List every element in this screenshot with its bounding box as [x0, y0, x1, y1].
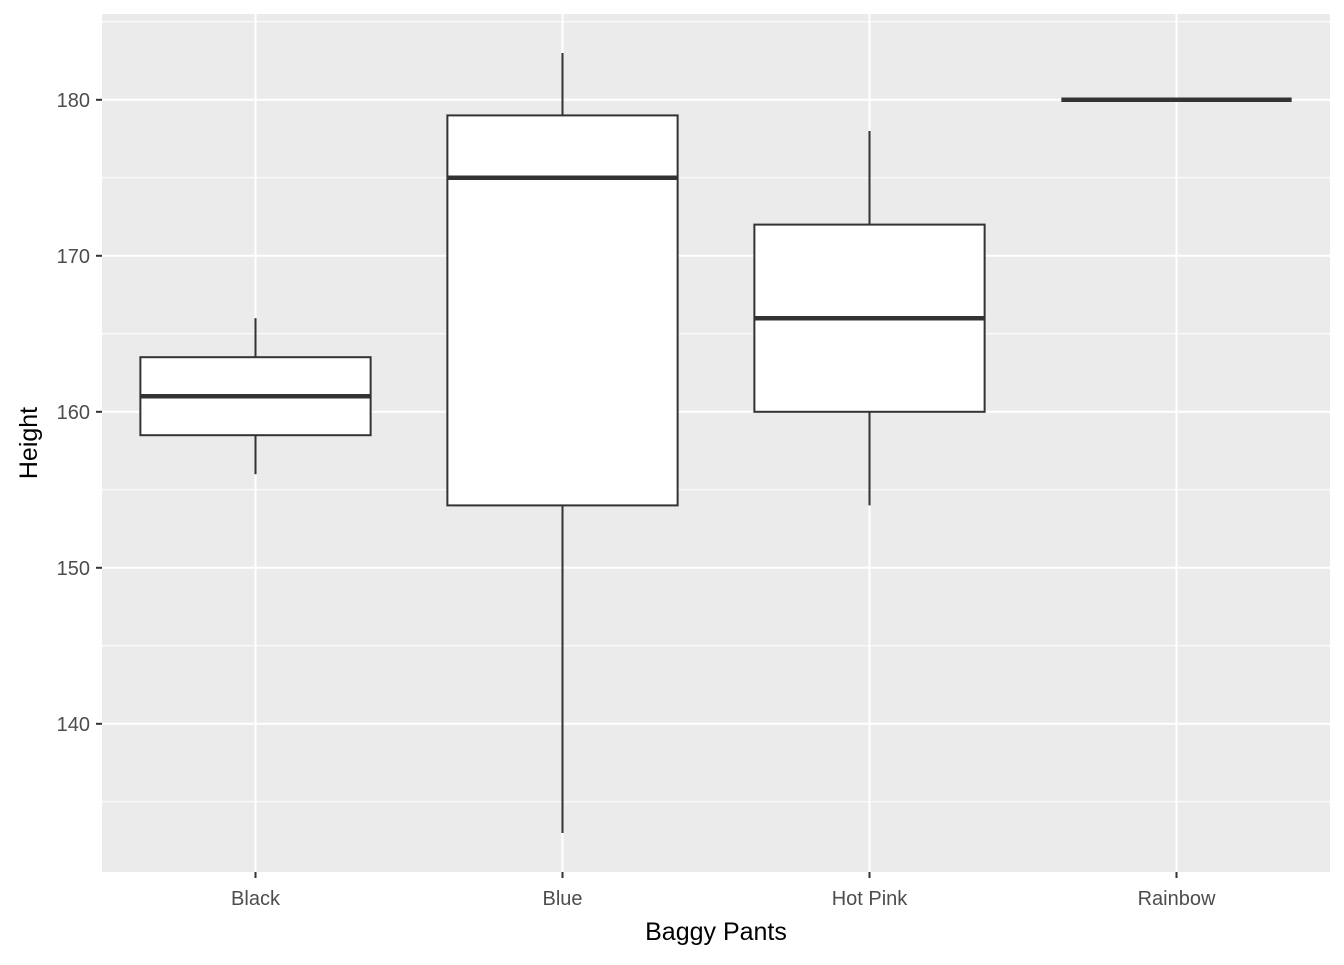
x-tick-label: Blue [542, 888, 582, 910]
y-tick-label: 140 [57, 714, 90, 736]
box-blue [446, 53, 679, 833]
x-axis: Black Blue Hot Pink Rainbow [231, 872, 1216, 910]
y-tick-label: 150 [57, 558, 90, 580]
y-axis: 140 150 160 170 180 [57, 90, 102, 736]
y-axis-title: Height [15, 407, 43, 479]
plot-panel [102, 14, 1330, 872]
box-rect [446, 114, 679, 507]
x-tick-label: Black [231, 888, 281, 910]
box-black [139, 318, 372, 475]
x-axis-title: Baggy Pants [645, 918, 787, 946]
x-tick-label: Hot Pink [832, 888, 909, 910]
box-series [139, 53, 1292, 833]
y-tick-label: 180 [57, 90, 90, 112]
x-tick-label: Rainbow [1138, 888, 1216, 910]
y-tick-label: 160 [57, 402, 90, 424]
y-tick-label: 170 [57, 246, 90, 268]
box-hot-pink [753, 131, 986, 506]
minor-gridlines [102, 21, 1330, 803]
